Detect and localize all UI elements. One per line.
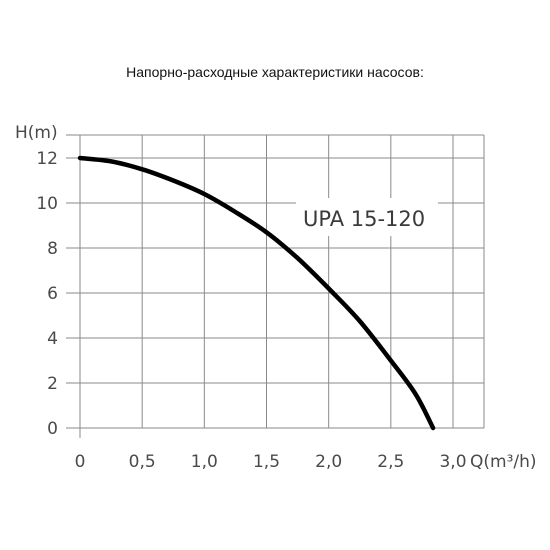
x-tick-label: 1,0: [191, 452, 218, 472]
y-tick-label: 10: [36, 194, 58, 214]
chart-heading: Напорно-расходные характеристики насосов…: [126, 64, 424, 80]
x-tick-label: 0: [75, 452, 86, 472]
y-axis-label: H(m): [15, 123, 58, 143]
x-tick-label: 2,5: [377, 452, 404, 472]
grid: [66, 134, 485, 428]
x-tick-label: 1,5: [253, 452, 280, 472]
tick-labels: 0 2 4 6 8 10 12 0 0,5 1,0 1,5 2,0 2,5 3,0: [36, 149, 466, 472]
y-tick-label: 6: [47, 284, 58, 304]
axes: [66, 135, 484, 438]
x-tick-label: 3,0: [439, 452, 466, 472]
y-tick-label: 0: [47, 419, 58, 439]
x-tick-label: 0,5: [129, 452, 156, 472]
y-tick-label: 12: [36, 149, 58, 169]
y-tick-label: 8: [47, 239, 58, 259]
series-label-background: [296, 198, 438, 236]
series-label: UPA 15-120: [303, 207, 425, 231]
series-line: [77, 155, 436, 431]
series: [77, 155, 436, 431]
x-axis-label: Q(m³/h): [470, 452, 537, 472]
y-tick-label: 2: [47, 374, 58, 394]
x-tick-label: 2,0: [315, 452, 342, 472]
y-tick-label: 4: [47, 329, 58, 349]
